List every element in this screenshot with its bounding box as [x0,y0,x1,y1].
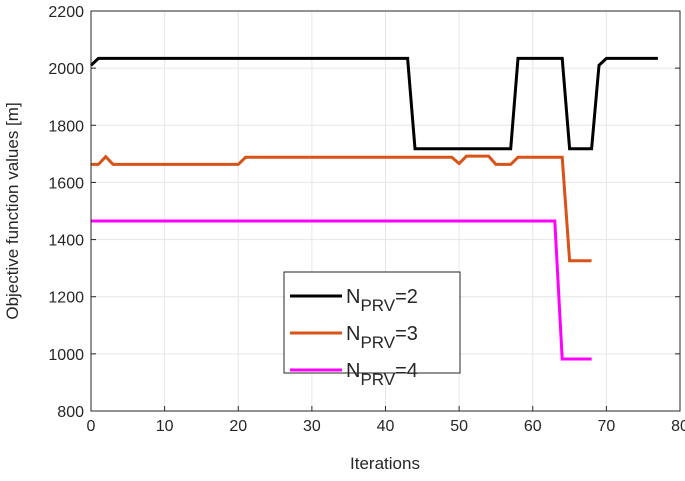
x-tick-label: 30 [303,418,321,435]
y-tick-label: 2200 [48,4,84,21]
x-tick-label: 60 [524,418,542,435]
series-line-4 [91,219,592,361]
x-tick-label: 40 [377,418,395,435]
y-tick-label: 1200 [48,290,84,307]
legend: NPRV=2 NPRV=3 NPRV=4 [283,271,461,389]
y-tick-label: 1800 [48,118,84,135]
x-tick-label: 20 [229,418,247,435]
y-tick-label: 1000 [48,347,84,364]
series-line-3 [91,154,592,263]
x-axis-label: Iterations [350,454,420,473]
y-tick-label: 2000 [48,61,84,78]
x-tick-label: 0 [87,418,96,435]
legend-label: NPRV=2 [346,286,418,315]
y-tick-label: 800 [57,404,84,421]
legend-label: NPRV=3 [346,323,418,352]
series-lines [89,56,658,361]
ticks: 0 10 20 30 40 50 60 70 80 800 1000 1200 1400 1600 1800… [48,4,685,435]
y-axis-label: Objective function values [m] [3,102,22,319]
x-tick-label: 50 [450,418,468,435]
x-tick-label: 80 [671,418,685,435]
y-tick-label: 1600 [48,175,84,192]
x-tick-label: 10 [156,418,174,435]
legend-box [283,271,461,374]
series-line-2 [89,56,658,151]
x-tick-label: 70 [597,418,615,435]
legend-label: NPRV=4 [346,360,418,389]
y-tick-label: 1400 [48,233,84,250]
